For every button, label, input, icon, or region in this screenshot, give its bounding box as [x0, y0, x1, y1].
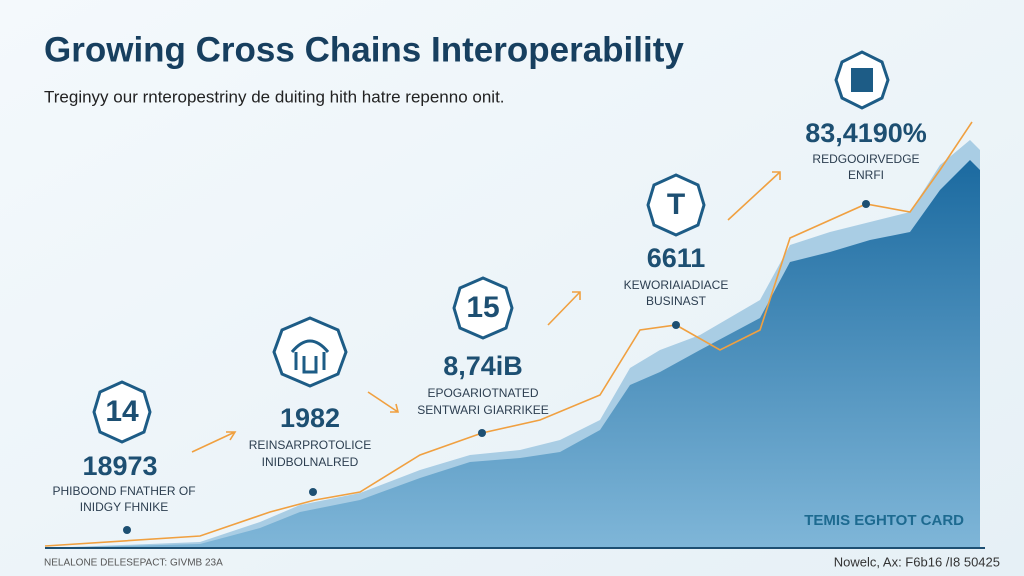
milestone-dot: [309, 488, 317, 496]
trend-line: [44, 121, 973, 547]
milestone-label: PHIBOOND FNATHER OF: [52, 484, 195, 498]
brand: TEMIS EGHTOT CARD: [804, 512, 964, 529]
badge: [272, 316, 348, 388]
milestone-value: 6611: [647, 243, 706, 273]
arrow: [191, 431, 237, 453]
milestone-dot: [123, 526, 131, 534]
arrow: [367, 391, 400, 413]
badge-text: 14: [105, 395, 139, 428]
badge-text: 15: [466, 291, 499, 324]
milestone-value: 83,4190%: [805, 118, 927, 148]
area: [45, 160, 980, 548]
milestone-label: REINSARPROTOLICE: [249, 438, 371, 452]
footer-left: NELALONE DELESEPACT: GIVMB 23A: [44, 558, 223, 569]
footer-date: Nowelc, Ax: F6b16 /I8 50425: [834, 554, 1000, 569]
milestone-label: SENTWARI GIARRIKEE: [417, 403, 549, 417]
arrow: [727, 171, 781, 221]
milestone-dot: [862, 200, 870, 208]
milestone-label: EPOGARIOTNATED: [427, 386, 538, 400]
milestone-label: INIDBOLNALRED: [262, 455, 359, 469]
milestone-dot: [672, 321, 680, 329]
milestone-label: KEWORIAIADIACE: [624, 278, 729, 292]
milestone-label: REDGOOIRVEDGE: [812, 152, 919, 166]
badge-text: T: [667, 188, 685, 221]
milestone-label: ENRFI: [848, 168, 884, 182]
milestone-dot: [478, 429, 486, 437]
milestone-label: BUSINAST: [646, 294, 707, 308]
title: Growing Cross Chains Interoperability: [44, 30, 684, 69]
arrow: [547, 291, 581, 326]
badge-icon: [290, 339, 330, 374]
badge: [646, 173, 706, 237]
milestone-value: 8,74iB: [443, 351, 523, 381]
badge-icon: [851, 68, 873, 92]
milestone-value: 1982: [280, 403, 340, 433]
badge: [92, 380, 152, 444]
milestone-value: 18973: [82, 451, 157, 481]
subtitle: Treginyy our rnteropestriny de duiting h…: [44, 87, 505, 106]
badge: [452, 276, 514, 340]
milestone-label: INIDGY FHNIKE: [80, 500, 168, 514]
